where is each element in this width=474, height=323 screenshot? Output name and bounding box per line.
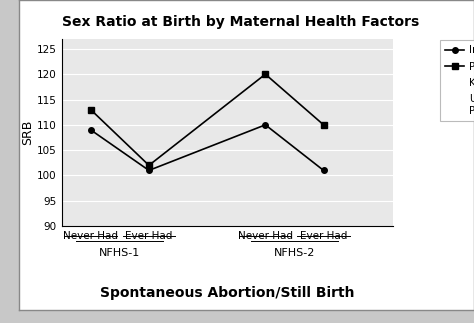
India	[88, 128, 93, 132]
Text: Ever Had: Ever Had	[125, 231, 173, 241]
Line: India: India	[88, 122, 326, 173]
India	[321, 169, 327, 172]
India	[263, 123, 268, 127]
Text: Never Had: Never Had	[63, 231, 118, 241]
Text: Sex Ratio at Birth by Maternal Health Factors: Sex Ratio at Birth by Maternal Health Fa…	[62, 15, 419, 29]
Punjab	[263, 72, 268, 76]
Line: Punjab: Punjab	[88, 71, 326, 168]
Punjab	[321, 123, 327, 127]
Text: Never Had: Never Had	[238, 231, 293, 241]
Punjab	[146, 163, 152, 167]
Text: Spontaneous Abortion/Still Birth: Spontaneous Abortion/Still Birth	[100, 287, 355, 300]
Text: NFHS-1: NFHS-1	[99, 248, 140, 258]
Text: NFHS-2: NFHS-2	[274, 248, 315, 258]
Punjab	[88, 108, 93, 111]
Legend: India, Punjab, Karnataka, Uttar
P...: India, Punjab, Karnataka, Uttar P...	[440, 40, 474, 121]
Text: Ever Had: Ever Had	[300, 231, 347, 241]
India	[146, 169, 152, 172]
Y-axis label: SRB: SRB	[21, 120, 34, 145]
